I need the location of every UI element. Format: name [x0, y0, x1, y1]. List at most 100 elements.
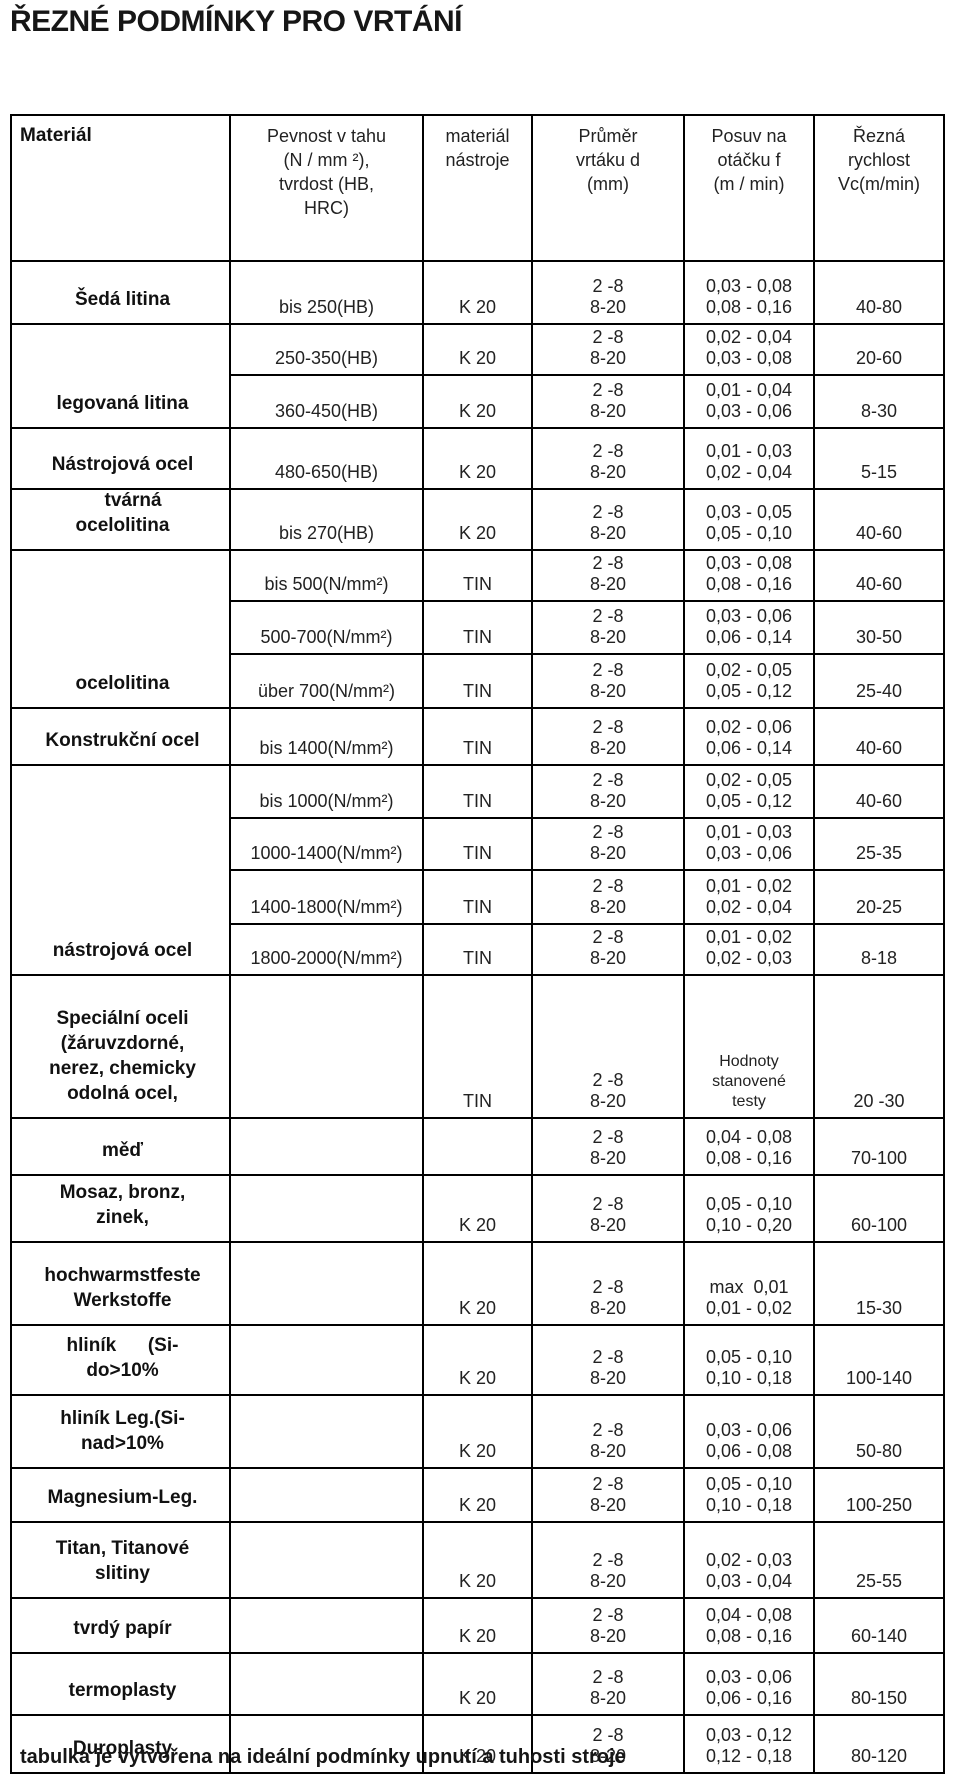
cutting-conditions-table: Materiál Pevnost v tahu (N / mm ²), tvrdost… [10, 114, 945, 1774]
table-row: tvrdý papír K 20 2 -8 8-20 0,04 - 0,08 0,08 -… [10, 1597, 945, 1654]
cutting-speed-cell: 40-80 [813, 260, 945, 325]
drill-diameter-cell: 2 -8 8-20 [531, 764, 685, 819]
feed-per-rev-cell: 0,01 - 0,02 0,02 - 0,03 [683, 923, 815, 976]
drill-diameter-cell: 2 -8 8-20 [531, 488, 685, 551]
drill-diameter-cell: 2 -8 8-20 [531, 374, 685, 429]
strength-cell [229, 1324, 424, 1396]
value-line: 2 -8 [592, 1347, 624, 1367]
strength-cell: 1400-1800(N/mm²) [229, 869, 424, 925]
material-line: zinek, [96, 1207, 149, 1228]
strength-cell [229, 1241, 424, 1326]
drill-diameter-cell: 2 -8 8-20 [531, 1652, 685, 1716]
value-line: 8-20 [589, 574, 627, 594]
material-line: nad>10% [81, 1433, 164, 1454]
value-line: 8-20 [589, 843, 627, 863]
material-name: hliník Leg.(Si-nad>10% [14, 1398, 227, 1462]
table-row: 500-700(N/mm²) TIN 2 -8 8-20 0,03 - 0,06 0,06… [11, 600, 945, 655]
cutting-speed-cell: 20-25 [813, 869, 945, 925]
header-line: Vc(m/min) [838, 174, 920, 194]
value-line: 0,02 - 0,04 [705, 327, 793, 347]
table-row: nástrojová ocel bis 1000(N/mm²) TIN 2 -8 8-2… [10, 764, 945, 976]
strength-cell: 480-650(HB) [229, 427, 424, 490]
strength-cell [229, 1597, 424, 1654]
material-cell: hliník (Si-do>10% [10, 1324, 231, 1396]
value-line: 0,05 - 0,10 [705, 1347, 793, 1367]
tool-material-cell: K 20 [422, 427, 533, 490]
value-line: 8-20 [589, 1091, 627, 1111]
table-row: Speciální oceli (žáruvzdorné, nerez, chemi… [10, 974, 945, 1119]
value-line: 8-20 [589, 297, 627, 317]
table-row: hliník (Si-do>10% K 20 2 -8 8-20 0,05 - 0,10… [10, 1324, 945, 1396]
value-line: 8-20 [589, 1746, 627, 1766]
value-line: 2 -8 [592, 1127, 624, 1147]
material-cell: Speciální oceli (žáruvzdorné, nerez, chemi… [10, 974, 231, 1119]
value-line: 0,01 - 0,02 [705, 1298, 793, 1318]
material-cell: hochwarmstfeste Werkstoffe [10, 1241, 231, 1326]
feed-per-rev-cell: 0,03 - 0,06 0,06 - 0,08 [683, 1394, 815, 1469]
material-line: hliník (Si- [66, 1335, 179, 1356]
value-line: 2 -8 [592, 876, 624, 896]
column-header-tool: materiál nástroje [422, 114, 533, 262]
value-line: 0,08 - 0,16 [705, 1148, 793, 1168]
table-row: 1000-1400(N/mm²) TIN 2 -8 8-20 0,01 - 0,03 0,… [11, 817, 945, 871]
header-line: materiál [445, 126, 510, 146]
feed-per-rev-cell: 0,02 - 0,03 0,03 - 0,04 [683, 1521, 815, 1599]
material-line: měď [101, 1140, 144, 1161]
feed-per-rev-cell: Hodnoty stanovené testy [683, 974, 815, 1119]
table-row: über 700(N/mm²) TIN 2 -8 8-20 0,02 - 0,05 0,0… [11, 653, 945, 709]
value-line: 8-20 [589, 1298, 627, 1318]
material-line: hliník Leg.(Si- [60, 1408, 185, 1429]
value-line: Hodnoty [719, 1053, 779, 1070]
table-row: Konstrukční ocel bis 1400(N/mm²) TIN 2 -8 8-… [10, 707, 945, 766]
strength-cell: 1000-1400(N/mm²) [229, 817, 424, 871]
cutting-speed-cell: 80-120 [813, 1714, 945, 1774]
material-line: odolná ocel, [67, 1083, 178, 1104]
value-line: 2 -8 [592, 660, 624, 680]
cutting-speed-cell: 8-18 [813, 923, 945, 976]
header-line: (N / mm ²), [283, 150, 370, 170]
value-line: 2 -8 [592, 327, 624, 347]
value-line: 0,05 - 0,12 [705, 791, 793, 811]
tool-material-cell: K 20 [422, 1714, 533, 1774]
material-cell: nástrojová ocel [10, 764, 231, 976]
feed-per-rev-cell: 0,02 - 0,05 0,05 - 0,12 [683, 764, 815, 819]
material-cell: Duroplasty [10, 1714, 231, 1774]
value-line: 0,01 - 0,03 [705, 822, 793, 842]
column-header-strength: Pevnost v tahu (N / mm ²), tvrdost (HB, HRC… [229, 114, 424, 262]
feed-per-rev-cell: 0,03 - 0,12 0,12 - 0,18 [683, 1714, 815, 1774]
material-name: nástrojová ocel [14, 918, 227, 969]
tool-material-cell: K 20 [422, 1652, 533, 1716]
material-cell: legovaná litina [10, 323, 231, 429]
table-row: ocelolitina bis 500(N/mm²) TIN 2 -8 8-20 0,03… [10, 549, 945, 709]
tool-material-cell: K 20 [422, 1174, 533, 1243]
header-line: Posuv na [711, 126, 787, 146]
value-line: 0,02 - 0,04 [705, 897, 793, 917]
strength-cell: 1800-2000(N/mm²) [229, 923, 424, 976]
material-cell: Titan, Titanové slitiny [10, 1521, 231, 1599]
column-header-material: Materiál [10, 114, 231, 262]
tool-material-cell: TIN [422, 600, 533, 655]
material-name: Mosaz, bronz, zinek, [14, 1178, 227, 1236]
tool-material-cell: K 20 [422, 488, 533, 551]
value-line: 2 -8 [592, 770, 624, 790]
cutting-speed-cell: 50-80 [813, 1394, 945, 1469]
value-line: 0,03 - 0,05 [705, 502, 793, 522]
material-cell: Nástrojová ocel [10, 427, 231, 490]
value-line: 0,02 - 0,05 [705, 770, 793, 790]
strength-cell: bis 1000(N/mm²) [229, 764, 424, 819]
feed-per-rev-cell: 0,03 - 0,08 0,08 - 0,16 [683, 260, 815, 325]
value-line: 8-20 [589, 1441, 627, 1461]
cutting-speed-cell: 30-50 [813, 600, 945, 655]
feed-per-rev-cell: 0,02 - 0,05 0,05 - 0,12 [683, 653, 815, 709]
table-row: termoplasty K 20 2 -8 8-20 0,03 - 0,06 0,06 -… [10, 1652, 945, 1716]
material-cell: Magnesium-Leg. [10, 1467, 231, 1523]
material-line: legovaná litina [56, 393, 189, 414]
material-cell: termoplasty [10, 1652, 231, 1716]
tool-material-cell: TIN [422, 707, 533, 766]
value-line: 8-20 [589, 897, 627, 917]
drill-diameter-cell: 2 -8 8-20 [531, 549, 685, 602]
strength-cell [229, 1652, 424, 1716]
material-cell: Konstrukční ocel [10, 707, 231, 766]
value-line: max 0,01 [709, 1277, 789, 1297]
value-line: 0,06 - 0,08 [705, 1441, 793, 1461]
